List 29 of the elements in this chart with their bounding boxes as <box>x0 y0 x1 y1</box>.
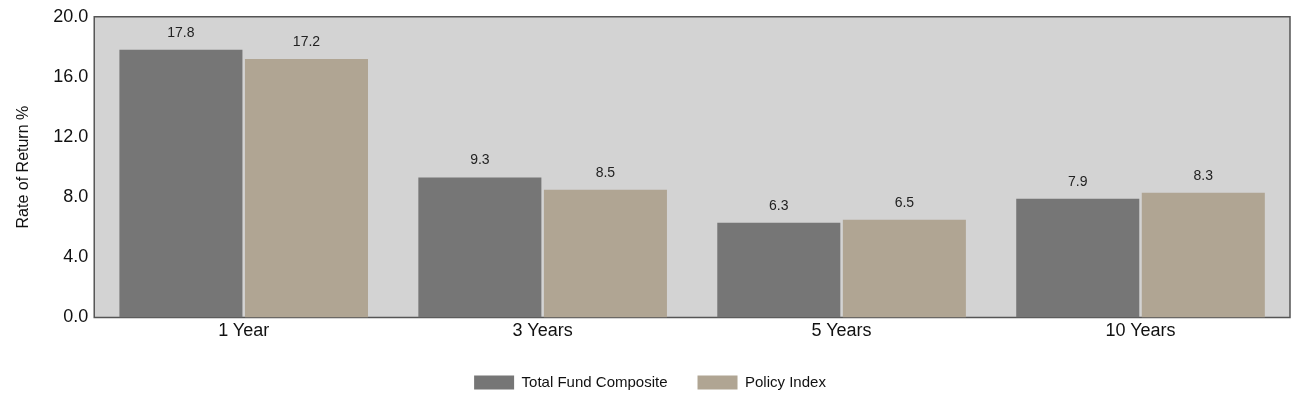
bar <box>1016 198 1140 318</box>
bar <box>717 222 841 318</box>
x-tick-label: 1 Year <box>218 320 270 341</box>
y-tick-label: 20.0 <box>53 5 89 26</box>
data-label: 6.3 <box>769 196 789 213</box>
y-tick-label: 0.0 <box>63 306 89 327</box>
bar <box>244 58 368 318</box>
x-tick-label: 10 Years <box>1105 320 1176 341</box>
legend-label: Total Fund Composite <box>521 372 668 390</box>
data-label: 8.5 <box>595 163 616 180</box>
y-tick-label: 16.0 <box>53 65 89 86</box>
bar <box>418 177 542 318</box>
bar <box>119 49 243 318</box>
data-label: 8.3 <box>1193 166 1214 183</box>
legend-label: Policy Index <box>745 372 827 390</box>
bar <box>842 219 966 318</box>
x-tick-label: 3 Years <box>512 320 573 341</box>
data-label: 17.8 <box>167 23 195 40</box>
data-label: 6.5 <box>894 193 915 210</box>
y-axis-title: Rate of Return % <box>14 105 32 229</box>
y-tick-label: 4.0 <box>63 246 89 267</box>
y-tick-label: 12.0 <box>53 126 89 147</box>
y-tick-label: 8.0 <box>63 186 89 207</box>
data-label: 17.2 <box>292 32 321 49</box>
bar <box>1141 192 1265 318</box>
x-tick-label: 5 Years <box>811 320 872 341</box>
data-label: 7.9 <box>1068 172 1088 189</box>
bar <box>543 189 667 318</box>
data-label: 9.3 <box>470 151 490 168</box>
